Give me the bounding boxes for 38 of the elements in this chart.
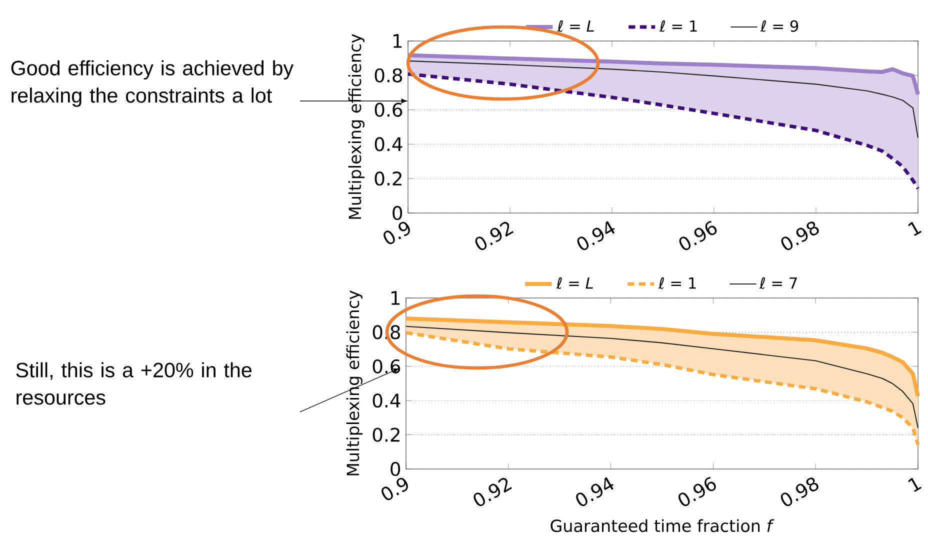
- x-tick-label: 0.98: [781, 222, 819, 250]
- legend-label: ℓ = 1: [659, 20, 697, 32]
- y-tick-label: 0.6: [372, 359, 400, 374]
- y-tick-label: 0: [390, 462, 400, 476]
- legend-label: ℓ = L: [557, 20, 594, 32]
- y-tick-label: 0.8: [374, 68, 402, 82]
- y-tick-label: 0.4: [374, 137, 402, 152]
- x-axis-title: Guaranteed time fraction f: [550, 519, 774, 532]
- x-tick-label: 0.96: [678, 476, 716, 506]
- legend-label: ℓ = 1: [658, 277, 696, 289]
- y-tick-label: 1: [393, 34, 402, 48]
- x-tick-label: 0.92: [474, 478, 512, 506]
- y-tick-label: 0.2: [374, 172, 402, 186]
- x-tick-label: 0.98: [780, 478, 818, 506]
- x-tick-label: 0.9: [384, 222, 410, 244]
- line-series: [406, 53, 920, 96]
- x-tick-label: 0.92: [475, 222, 514, 250]
- text: Good efficiency is achieved by relaxing the constraints a lot: [11, 60, 294, 107]
- line-series: [404, 316, 920, 398]
- x-tick-label: 1: [908, 478, 922, 492]
- line-series: [407, 60, 919, 138]
- y-axis-title: Multiplexing efficiency: [346, 290, 362, 476]
- y-tick-label: 0.4: [372, 394, 400, 408]
- legend-label: ℓ = 9: [760, 20, 798, 32]
- legend-label: ℓ = L: [556, 277, 593, 289]
- legend-label: ℓ = 7: [759, 277, 797, 289]
- y-tick-label: 1: [391, 291, 400, 305]
- x-tick-label: 1: [908, 222, 922, 236]
- x-tick-label: 0.9: [382, 478, 408, 500]
- line-series: [405, 326, 919, 428]
- text: Still, this is a +20% in the resources: [16, 362, 252, 405]
- x-tick-label: 0.94: [576, 477, 614, 506]
- y-tick-label: 0.6: [374, 102, 402, 117]
- x-tick-label: 0.96: [679, 220, 717, 250]
- y-tick-label: 0.2: [372, 428, 400, 442]
- x-tick-label: 0.94: [577, 221, 615, 250]
- y-axis-title: Multiplexing efficiency: [348, 34, 364, 219]
- y-tick-label: 0: [392, 206, 402, 220]
